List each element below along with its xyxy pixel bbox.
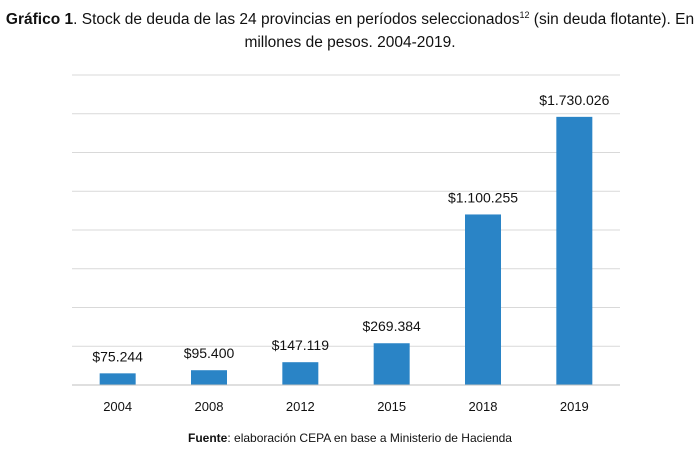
chart-title: Gráfico 1. Stock de deuda de las 24 prov… bbox=[0, 8, 700, 54]
data-label-2004: $75.244 bbox=[92, 348, 143, 364]
source-text: : elaboración CEPA en base a Ministerio … bbox=[227, 431, 512, 445]
x-tick-2015: 2015 bbox=[377, 399, 406, 414]
data-label-2018: $1.100.255 bbox=[448, 189, 518, 205]
chart-title-tail: (sin deuda flotante). En bbox=[529, 11, 695, 28]
bar-2015 bbox=[373, 343, 410, 385]
chart-title-text: . Stock de deuda de las 24 provincias en… bbox=[73, 11, 520, 28]
bar-2018 bbox=[465, 214, 501, 385]
bar-2012 bbox=[282, 362, 319, 385]
chart-title-bold: Gráfico 1 bbox=[5, 11, 74, 28]
x-tick-2004: 2004 bbox=[103, 399, 132, 414]
bar-2004 bbox=[99, 373, 136, 385]
data-labels: $75.244 $95.400 $147.119 $269.384 $1.100.255… bbox=[92, 92, 609, 364]
grid-lines bbox=[72, 74, 620, 347]
source-label: Fuente bbox=[188, 431, 228, 445]
data-label-2008: $95.400 bbox=[184, 345, 235, 361]
x-tick-labels: 2004 2008 2012 2015 2018 2019 bbox=[103, 399, 589, 414]
bar-2019 bbox=[556, 116, 593, 385]
x-tick-2008: 2008 bbox=[195, 399, 224, 414]
chart-title-line2: millones de pesos. 2004-2019. bbox=[244, 34, 456, 51]
x-tick-2012: 2012 bbox=[286, 399, 315, 414]
chart-title-footnote: 12 bbox=[519, 9, 530, 20]
x-tick-2018: 2018 bbox=[469, 399, 498, 414]
bars bbox=[99, 116, 593, 385]
bar-2008 bbox=[191, 370, 227, 385]
data-label-2019: $1.730.026 bbox=[539, 92, 609, 108]
source-note: Fuente: elaboración CEPA en base a Minis… bbox=[0, 431, 700, 445]
x-tick-2019: 2019 bbox=[560, 399, 589, 414]
data-label-2015: $269.384 bbox=[362, 318, 421, 334]
data-label-2012: $147.119 bbox=[272, 337, 330, 353]
